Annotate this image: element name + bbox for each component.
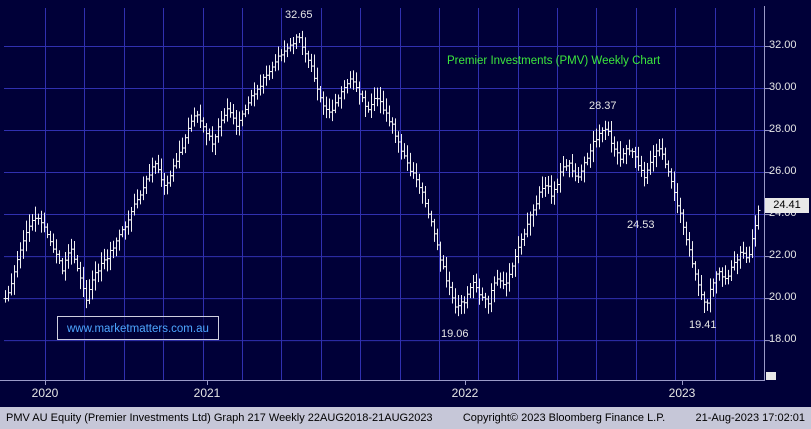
chart-area: 32.65 Premier Investments (PMV) Weekly C… — [0, 6, 809, 400]
y-axis-tick-label: 32.00 — [769, 39, 797, 52]
price-chart-svg — [0, 6, 770, 385]
status-left-security-info: PMV AU Equity (Premier Investments Ltd) … — [6, 412, 433, 424]
x-axis-year-label: 2023 — [668, 386, 696, 400]
annotation-peak-price: 32.65 — [285, 9, 313, 21]
y-axis-tick-label: 20.00 — [769, 291, 797, 304]
axis-corner-marker — [766, 372, 776, 380]
y-axis-tick-label: 28.00 — [769, 123, 797, 136]
annotation-mid-price: 24.53 — [627, 219, 655, 231]
x-axis-year-label: 2020 — [31, 386, 59, 400]
annotation-low1-price: 19.06 — [441, 328, 469, 340]
y-axis-tick-label: 30.00 — [769, 81, 797, 94]
y-axis-tick-label: 26.00 — [769, 165, 797, 178]
chart-title: Premier Investments (PMV) Weekly Chart — [447, 55, 661, 67]
y-axis-tick-label: 22.00 — [769, 249, 797, 262]
y-axis-tick-label: 18.00 — [769, 333, 797, 346]
annotation-high2-price: 28.37 — [589, 100, 617, 112]
x-axis-year-label: 2021 — [193, 386, 221, 400]
status-center-copyright: Copyright© 2023 Bloomberg Finance L.P. — [462, 412, 666, 424]
marketmatters-link[interactable]: www.marketmatters.com.au — [67, 323, 209, 335]
status-right-timestamp: 21-Aug-2023 17:02:01 — [695, 412, 805, 424]
watermark-box: www.marketmatters.com.au — [57, 316, 219, 340]
last-price-marker: 24.41 — [765, 198, 809, 213]
annotation-low2-price: 19.41 — [689, 319, 717, 331]
status-bar: PMV AU Equity (Premier Investments Ltd) … — [0, 407, 811, 429]
x-axis-year-label: 2022 — [451, 386, 479, 400]
